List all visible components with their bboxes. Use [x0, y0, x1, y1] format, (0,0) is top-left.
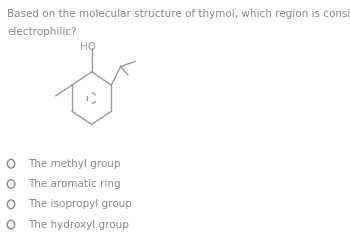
Text: The aromatic ring: The aromatic ring [28, 179, 120, 189]
Text: Based on the molecular structure of thymol, which region is considered to be: Based on the molecular structure of thym… [7, 9, 350, 19]
Text: electrophilic?: electrophilic? [7, 27, 77, 37]
Text: The hydroxyl group: The hydroxyl group [28, 220, 128, 230]
Text: The isopropyl group: The isopropyl group [28, 199, 132, 209]
Text: The methyl group: The methyl group [28, 159, 120, 169]
Text: HO: HO [80, 42, 96, 52]
